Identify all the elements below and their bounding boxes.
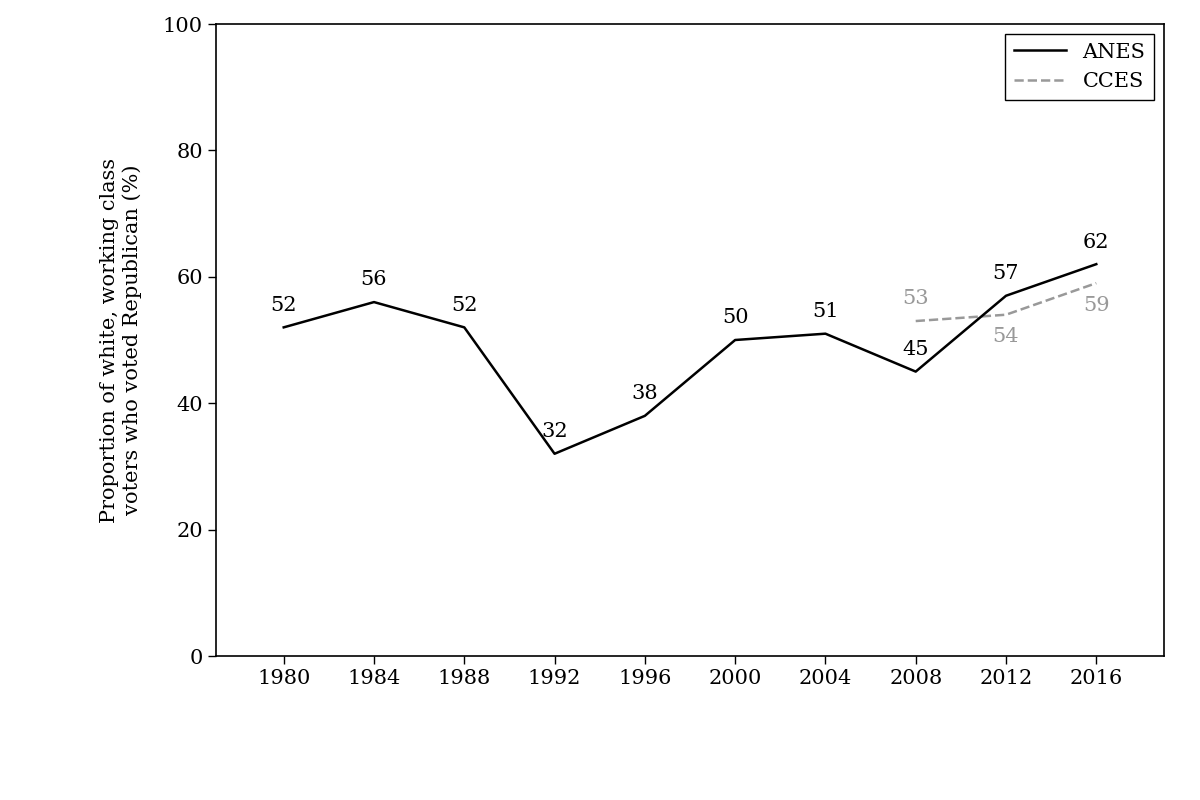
Line: ANES: ANES	[283, 264, 1097, 454]
Text: 57: 57	[992, 264, 1019, 283]
ANES	[276, 322, 290, 332]
ANES	[1090, 259, 1104, 269]
Text: 52: 52	[451, 296, 478, 314]
Text: 52: 52	[270, 296, 296, 314]
Text: 62: 62	[1084, 233, 1110, 251]
ANES	[728, 335, 743, 345]
ANES	[547, 449, 562, 458]
ANES	[457, 322, 472, 332]
CCES	[998, 310, 1013, 319]
Text: 32: 32	[541, 422, 568, 441]
Text: 51: 51	[812, 302, 839, 321]
ANES	[637, 411, 652, 421]
Text: 54: 54	[992, 327, 1019, 346]
ANES	[367, 298, 382, 307]
ANES	[908, 366, 923, 377]
Text: 50: 50	[722, 308, 749, 327]
Text: 53: 53	[902, 290, 929, 309]
ANES	[818, 329, 833, 338]
CCES	[908, 316, 923, 326]
CCES	[1090, 278, 1104, 288]
Text: 38: 38	[631, 384, 658, 403]
Y-axis label: Proportion of white, working class
voters who voted Republican (%): Proportion of white, working class voter…	[100, 158, 142, 522]
Text: 59: 59	[1082, 296, 1110, 314]
Text: 45: 45	[902, 340, 929, 359]
Line: CCES: CCES	[916, 283, 1097, 321]
ANES	[998, 291, 1013, 301]
Legend: ANES, CCES: ANES, CCES	[1006, 34, 1153, 99]
Text: 56: 56	[361, 270, 388, 290]
